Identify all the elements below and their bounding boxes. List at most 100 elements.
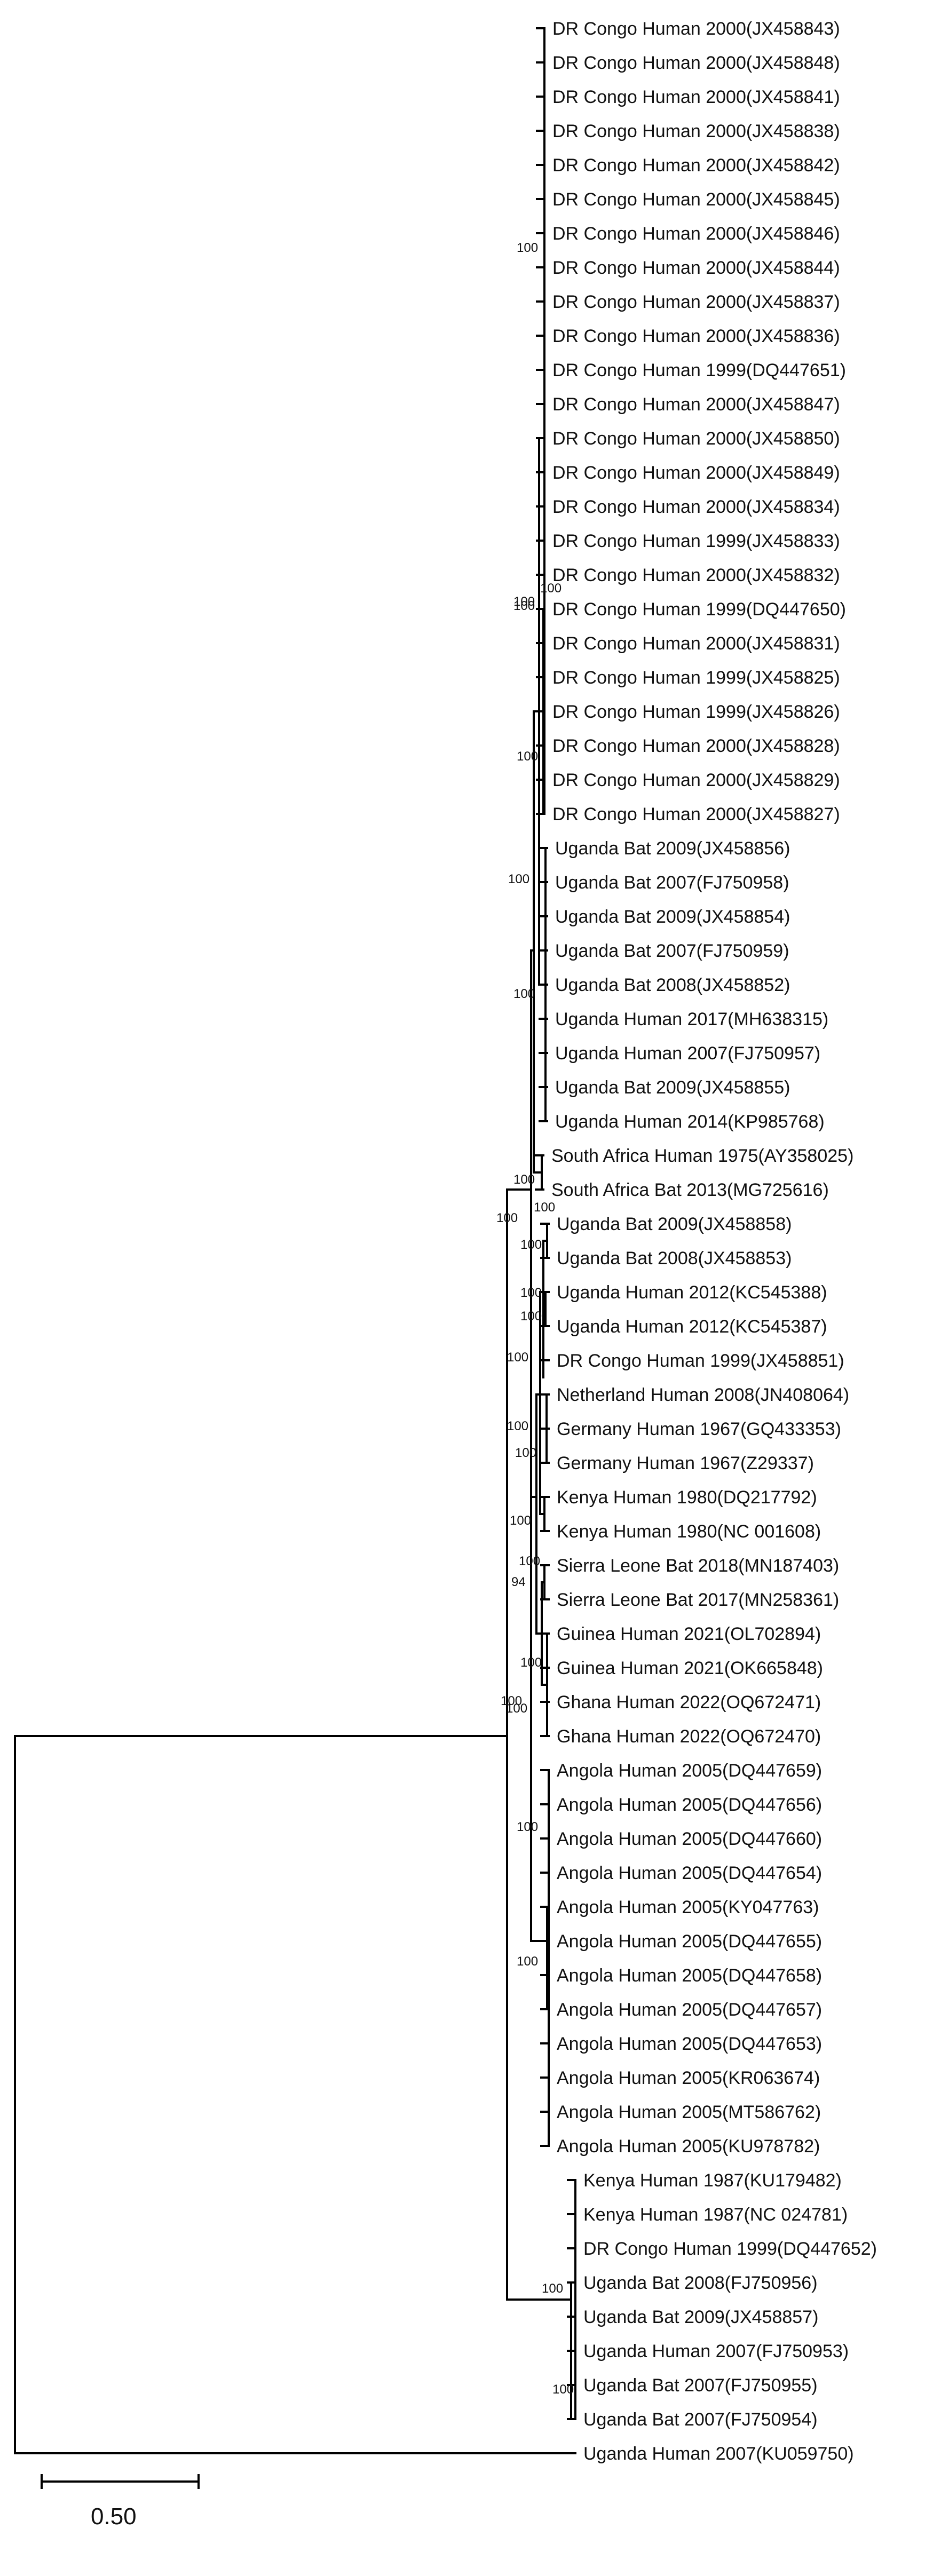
taxon-label: Angola Human 2005(DQ447655) (557, 1931, 822, 1952)
taxon-label: DR Congo Human 2000(JX458848) (552, 53, 840, 73)
taxon-label: Angola Human 2005(MT586762) (557, 2102, 821, 2122)
taxon-label: Uganda Bat 2007(FJ750958) (555, 873, 789, 893)
taxon-label: Uganda Bat 2009(JX458857) (583, 2307, 818, 2327)
taxon-label: Sierra Leone Bat 2017(MN258361) (557, 1590, 839, 1610)
taxon-label: DR Congo Human 2000(JX458832) (552, 565, 840, 585)
taxon-label: Kenya Human 1987(KU179482) (583, 2170, 842, 2191)
bootstrap-value: 100 (501, 1694, 522, 1708)
taxon-label: Uganda Bat 2009(JX458856) (555, 838, 790, 859)
bootstrap-value: 100 (520, 1238, 542, 1252)
taxon-label: Uganda Human 2012(KC545388) (557, 1282, 827, 1303)
bootstrap-value: 100 (519, 1554, 540, 1568)
taxon-label: Uganda Bat 2008(FJ750956) (583, 2273, 818, 2293)
bootstrap-value: 100 (507, 1419, 528, 1433)
taxon-label: DR Congo Human 2000(JX458828) (552, 736, 840, 756)
taxon-label: Angola Human 2005(DQ447658) (557, 1965, 822, 1986)
bootstrap-value: 100 (515, 1446, 536, 1460)
bootstrap-value: 100 (508, 872, 529, 886)
taxon-label: Uganda Human 2014(KP985768) (555, 1112, 825, 1132)
taxon-label: Angola Human 2005(DQ447657) (557, 2000, 822, 2020)
taxon-label: DR Congo Human 2000(JX458841) (552, 87, 840, 107)
taxon-label: DR Congo Human 2000(JX458831) (552, 633, 840, 654)
bootstrap-value: 100 (520, 1286, 542, 1300)
taxon-label: Angola Human 2005(KR063674) (557, 2068, 820, 2088)
taxon-label: Guinea Human 2021(OK665848) (557, 1658, 823, 1678)
taxon-label: Angola Human 2005(DQ447653) (557, 2034, 822, 2054)
taxon-label: Uganda Human 2007(KU059750) (583, 2444, 854, 2464)
taxon-label: Ghana Human 2022(OQ672470) (557, 1726, 821, 1747)
taxon-label: Uganda Human 2007(FJ750953) (583, 2341, 849, 2361)
taxon-label: Kenya Human 1987(NC 024781) (583, 2205, 848, 2225)
taxon-label: Uganda Bat 2007(FJ750955) (583, 2375, 818, 2396)
taxon-label: DR Congo Human 2000(JX458846) (552, 224, 840, 244)
taxon-label: DR Congo Human 2000(JX458845) (552, 189, 840, 210)
taxon-label: Guinea Human 2021(OL702894) (557, 1624, 821, 1644)
taxon-label: Angola Human 2005(DQ447656) (557, 1795, 822, 1815)
taxon-label: Uganda Bat 2008(JX458852) (555, 975, 790, 995)
taxon-label: Uganda Human 2017(MH638315) (555, 1009, 828, 1029)
bootstrap-value: 100 (507, 1350, 528, 1365)
taxon-label: Angola Human 2005(KU978782) (557, 2136, 820, 2157)
taxon-label: DR Congo Human 2000(JX458850) (552, 429, 840, 449)
bootstrap-value: 100 (513, 599, 535, 613)
taxon-label: Kenya Human 1980(DQ217792) (557, 1487, 817, 1508)
taxon-label: Uganda Bat 2008(JX458853) (557, 1248, 792, 1269)
taxon-label: Uganda Bat 2009(JX458854) (555, 907, 790, 927)
taxon-label: Uganda Bat 2009(JX458858) (557, 1214, 792, 1234)
scale-bar-label: 0.50 (91, 2503, 137, 2530)
bootstrap-value: 100 (517, 1820, 538, 1834)
bootstrap-value: 100 (513, 987, 535, 1001)
taxon-label: Ghana Human 2022(OQ672471) (557, 1692, 821, 1713)
taxon-label: South Africa Bat 2013(MG725616) (551, 1180, 829, 1200)
bootstrap-value: 100 (542, 2281, 563, 2296)
bootstrap-value: 100 (517, 1954, 538, 1969)
taxon-labels: DR Congo Human 2000(JX458843) DR Congo Hu… (551, 19, 877, 2464)
taxon-label: Angola Human 2005(DQ447654) (557, 1863, 822, 1883)
taxon-label: Sierra Leone Bat 2018(MN187403) (557, 1556, 839, 1576)
taxon-label: DR Congo Human 2000(JX458842) (552, 155, 840, 176)
taxon-label: DR Congo Human 1999(JX458833) (552, 531, 840, 551)
bootstrap-value: 94 (511, 1575, 526, 1589)
taxon-label: DR Congo Human 1999(JX458825) (552, 668, 840, 688)
bootstrap-value: 100 (552, 2382, 574, 2397)
taxon-label: Kenya Human 1980(NC 001608) (557, 1521, 821, 1542)
taxon-label: Uganda Human 2007(FJ750957) (555, 1043, 820, 1064)
taxon-label: DR Congo Human 2000(JX458837) (552, 292, 840, 312)
taxon-label: DR Congo Human 1999(JX458826) (552, 702, 840, 722)
taxon-label: Uganda Bat 2007(FJ750959) (555, 941, 789, 961)
taxon-label: DR Congo Human 1999(DQ447651) (552, 360, 846, 381)
taxon-label: DR Congo Human 1999(JX458851) (557, 1351, 844, 1371)
taxon-label: DR Congo Human 2000(JX458829) (552, 770, 840, 790)
taxon-label: DR Congo Human 2000(JX458844) (552, 258, 840, 278)
taxon-label: DR Congo Human 2000(JX458847) (552, 394, 840, 415)
taxon-label: Uganda Human 2012(KC545387) (557, 1317, 827, 1337)
bootstrap-support-values: 1001001001001001001001001001001001001001… (496, 241, 574, 2397)
taxon-label: Netherland Human 2008(JN408064) (557, 1385, 849, 1405)
bootstrap-value: 100 (520, 1655, 542, 1670)
scale-bar: 0.50 (41, 2474, 200, 2530)
bootstrap-value: 100 (513, 595, 535, 609)
taxon-label: Angola Human 2005(DQ447660) (557, 1829, 822, 1849)
taxon-label: Germany Human 1967(Z29337) (557, 1453, 814, 1473)
taxon-label: Angola Human 2005(DQ447659) (557, 1761, 822, 1781)
taxon-label: Angola Human 2005(KY047763) (557, 1897, 819, 1917)
bootstrap-value: 100 (517, 241, 538, 255)
bootstrap-value: 100 (517, 749, 538, 764)
taxon-label: DR Congo Human 2000(JX458827) (552, 804, 840, 825)
bootstrap-value: 100 (513, 1172, 535, 1187)
taxon-label: DR Congo Human 2000(JX458834) (552, 497, 840, 517)
taxon-label: South Africa Human 1975(AY358025) (551, 1146, 853, 1166)
bootstrap-value: 100 (534, 1200, 555, 1215)
taxon-label: Uganda Bat 2007(FJ750954) (583, 2409, 818, 2430)
bootstrap-value: 100 (540, 581, 562, 596)
bootstrap-value: 100 (520, 1309, 542, 1323)
taxon-label: DR Congo Human 1999(DQ447650) (552, 599, 846, 620)
bootstrap-value: 100 (496, 1211, 518, 1225)
taxon-label: DR Congo Human 2000(JX458849) (552, 463, 840, 483)
taxon-label: DR Congo Human 1999(DQ447652) (583, 2239, 877, 2259)
taxon-label: DR Congo Human 2000(JX458838) (552, 121, 840, 141)
taxon-label: DR Congo Human 2000(JX458843) (552, 19, 840, 39)
taxon-label: Uganda Bat 2009(JX458855) (555, 1077, 790, 1098)
taxon-label: Germany Human 1967(GQ433353) (557, 1419, 841, 1439)
